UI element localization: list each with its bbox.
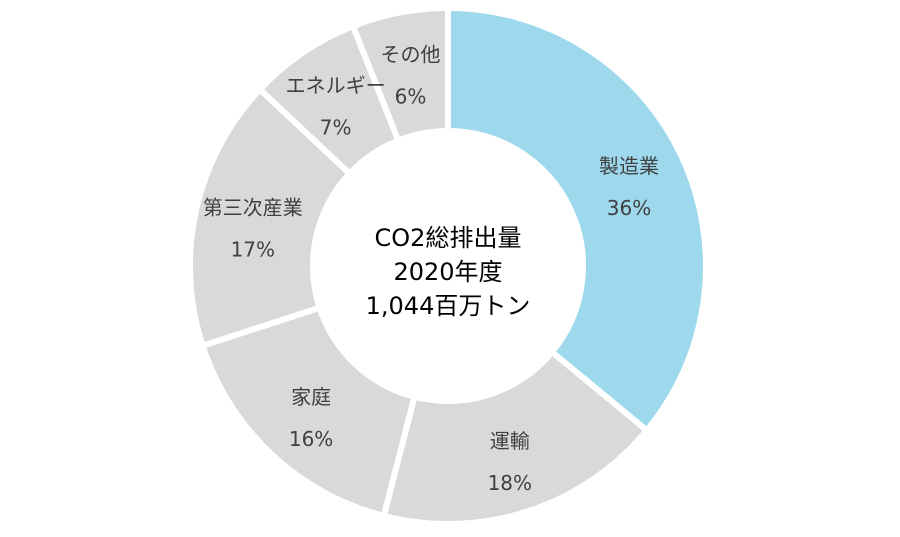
slice-value-2: 16% bbox=[289, 427, 333, 451]
slice-label-3: 第三次産業 bbox=[203, 195, 303, 219]
center-label-line-2: 2020年度 bbox=[393, 258, 502, 286]
slice-label-1: 運輸 bbox=[490, 429, 530, 453]
slice-label-5: その他 bbox=[381, 43, 441, 67]
slice-value-4: 7% bbox=[320, 116, 352, 140]
slice-value-1: 18% bbox=[488, 471, 532, 495]
donut-slice-5 bbox=[349, 4, 451, 145]
center-label-line-1: CO2総排出量 bbox=[375, 224, 522, 252]
slice-value-3: 17% bbox=[231, 237, 275, 261]
slice-label-0: 製造業 bbox=[599, 154, 659, 178]
center-label-line-3: 1,044百万トン bbox=[366, 292, 531, 320]
donut-slices bbox=[187, 4, 709, 527]
donut-slice-0 bbox=[445, 4, 709, 435]
slice-value-0: 36% bbox=[607, 196, 651, 220]
donut-slice-3 bbox=[187, 85, 354, 350]
slice-label-4: エネルギー bbox=[286, 74, 386, 98]
donut-slice-2 bbox=[198, 303, 419, 520]
donut-slice-1 bbox=[380, 347, 652, 527]
center-label: CO2総排出量 2020年度 1,044百万トン bbox=[366, 224, 531, 320]
slice-label-2: 家庭 bbox=[291, 385, 331, 409]
slice-value-5: 6% bbox=[395, 85, 427, 109]
slice-labels: 製造業 36% 運輸 18% 家庭 16% 第三次産業 17% エネルギー 7% その他 6% bbox=[203, 43, 659, 496]
